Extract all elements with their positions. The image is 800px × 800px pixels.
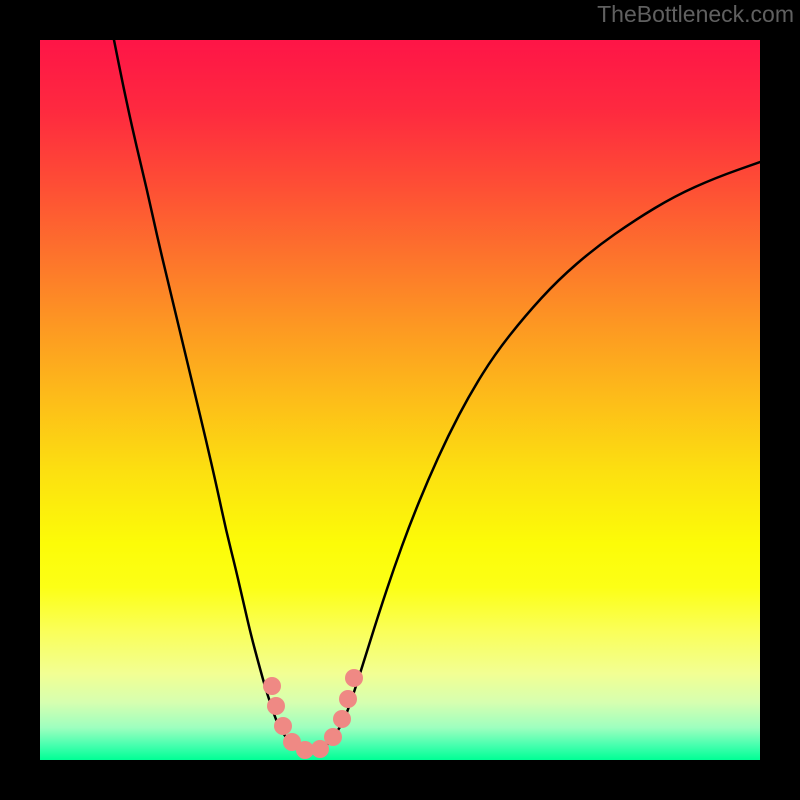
data-marker <box>339 690 357 708</box>
bottleneck-v-curve-chart <box>0 0 800 800</box>
watermark-text: TheBottleneck.com <box>597 1 794 28</box>
data-marker <box>263 677 281 695</box>
data-marker <box>274 717 292 735</box>
plot-background <box>40 40 760 760</box>
data-marker <box>267 697 285 715</box>
data-marker <box>345 669 363 687</box>
chart-container: TheBottleneck.com <box>0 0 800 800</box>
data-marker <box>333 710 351 728</box>
data-marker <box>324 728 342 746</box>
